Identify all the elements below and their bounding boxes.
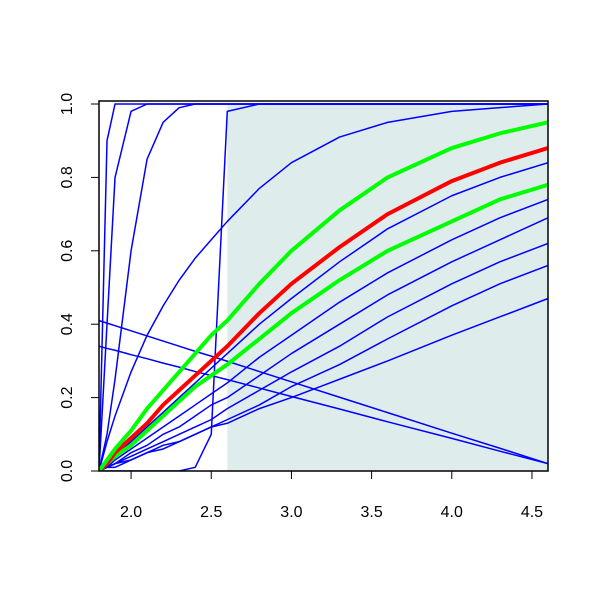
x-tick-label: 3.0 (280, 504, 302, 521)
series-line (99, 198, 548, 471)
plot-area (99, 103, 548, 471)
x-tick-label: 4.0 (441, 504, 463, 521)
series-line (99, 103, 548, 471)
series-line (99, 182, 548, 471)
shaded-region (227, 104, 548, 471)
series-line (99, 217, 548, 471)
y-tick-label: 0.2 (59, 386, 76, 408)
series-line (99, 146, 548, 471)
y-tick-label: 0.6 (59, 240, 76, 262)
x-tick-label: 2.5 (200, 504, 222, 521)
x-tick-label: 2.0 (120, 504, 142, 521)
x-tick-label: 4.5 (521, 504, 543, 521)
x-tick-label: 3.5 (360, 504, 382, 521)
series-line (99, 103, 548, 471)
plot-frame (98, 100, 549, 472)
series-line (99, 120, 548, 471)
y-tick-label: 0.4 (59, 313, 76, 335)
y-tick-label: 0.8 (59, 166, 76, 188)
series-line (99, 161, 548, 471)
y-tick-label: 0.0 (59, 460, 76, 482)
y-tick-label: 1.0 (59, 93, 76, 115)
series-line (99, 319, 548, 465)
